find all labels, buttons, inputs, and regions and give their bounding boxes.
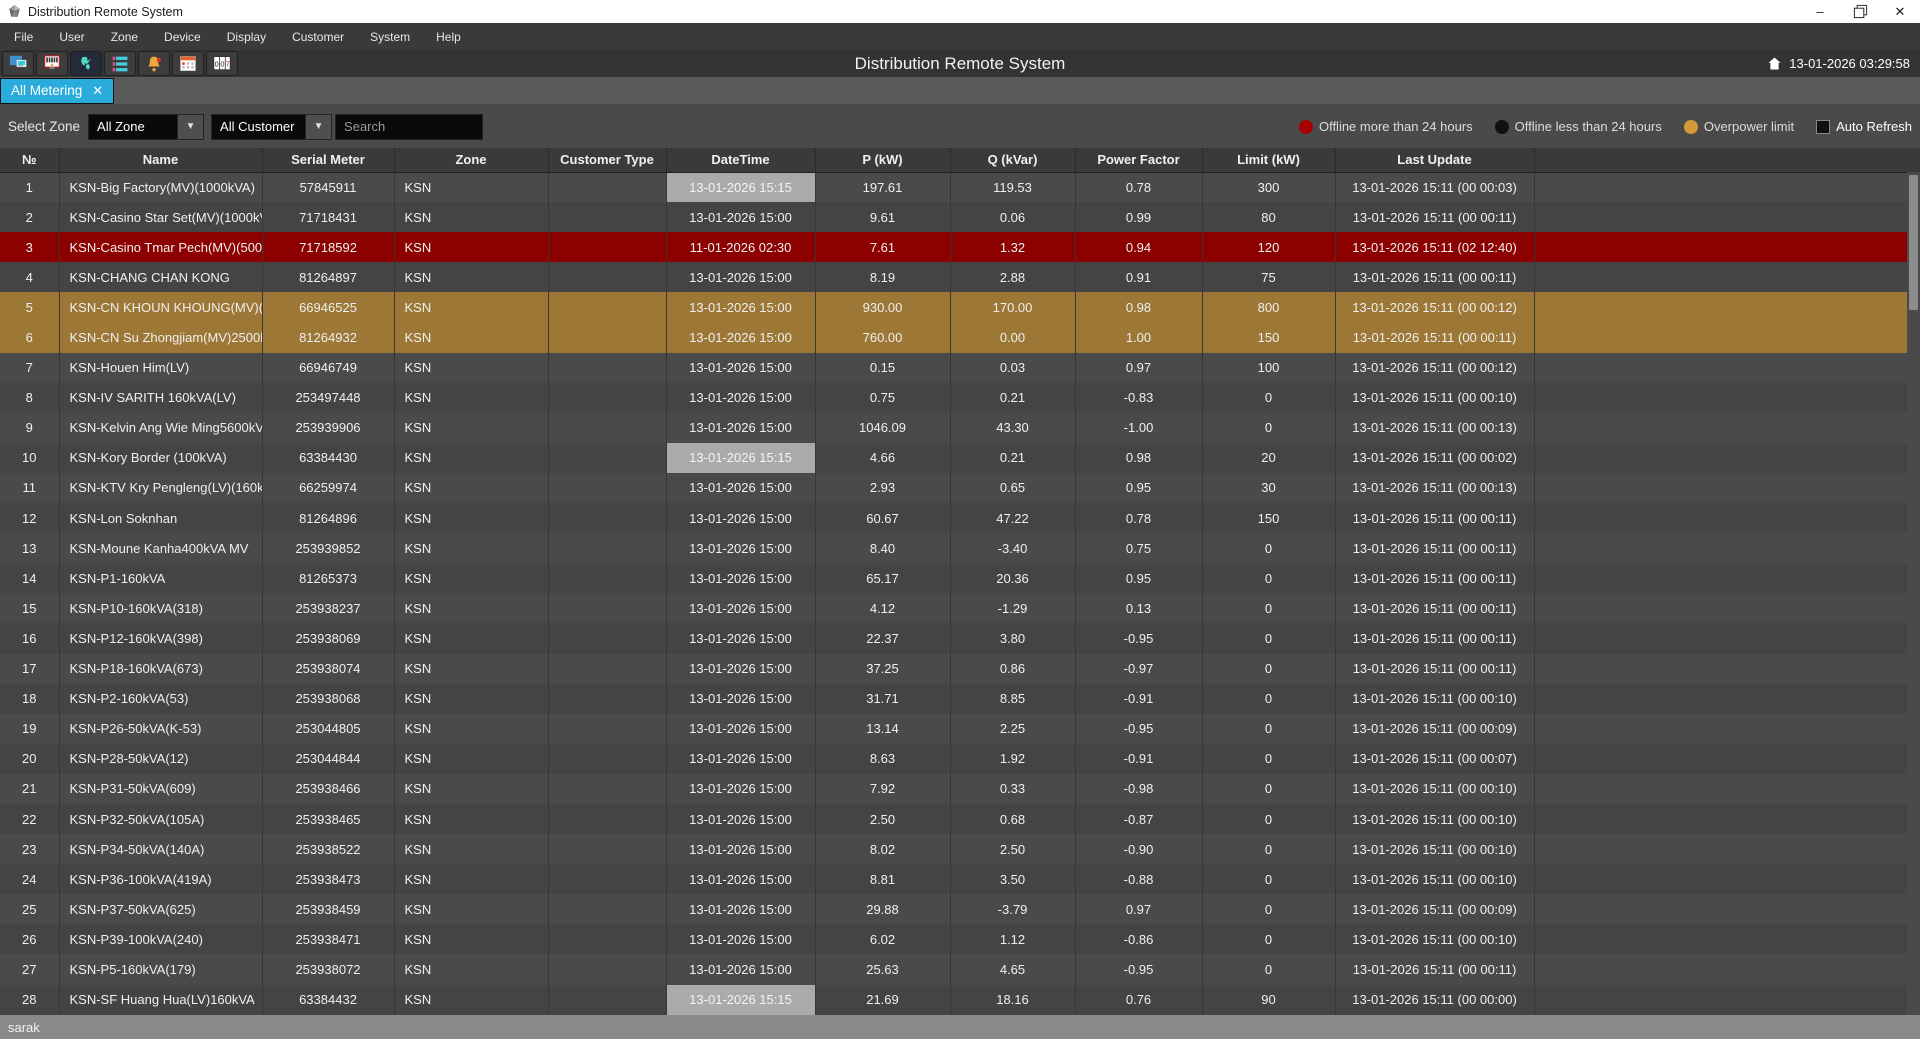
svg-text:0: 0 — [220, 59, 224, 68]
svg-text:0: 0 — [215, 59, 219, 68]
svg-text:7: 7 — [226, 59, 230, 68]
